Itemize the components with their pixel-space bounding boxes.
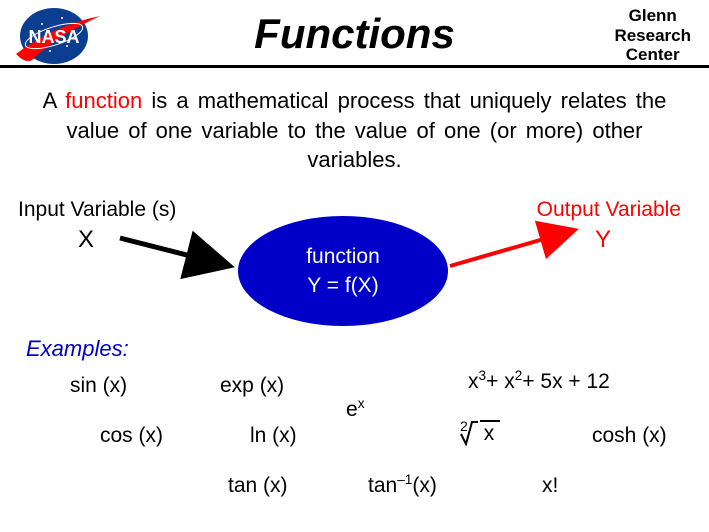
example-ln: ln (x): [250, 424, 297, 448]
center-label: Glenn Research Center: [614, 6, 691, 65]
example-e-base: e: [346, 398, 358, 421]
definition-rest: is a mathematical process that uniquely …: [67, 88, 667, 172]
header: NASA Functions Glenn Research Center: [0, 0, 709, 68]
example-exp: exp (x): [220, 374, 284, 398]
example-polynomial: x3+ x2+ 5x + 12: [468, 370, 610, 394]
output-arrow: [450, 230, 575, 266]
example-cos: cos (x): [100, 424, 163, 448]
ellipse-line1: function: [306, 242, 380, 271]
example-e-exp: x: [358, 396, 365, 411]
input-arrow: [120, 238, 230, 266]
output-label: Output Variable: [537, 198, 681, 222]
examples-label: Examples:: [26, 336, 129, 362]
example-sqrt: 2 x: [452, 420, 500, 449]
example-arctan: tan–1(x): [368, 474, 437, 498]
definition-text: A function is a mathematical process tha…: [35, 86, 675, 175]
nasa-logo: NASA: [12, 6, 102, 71]
example-sin: sin (x): [70, 374, 127, 398]
center-line3: Center: [614, 45, 691, 65]
ellipse-line2: Y = f(X): [307, 271, 378, 300]
function-ellipse: function Y = f(X): [238, 216, 448, 326]
example-tan: tan (x): [228, 474, 288, 498]
center-line1: Glenn: [614, 6, 691, 26]
center-line2: Research: [614, 26, 691, 46]
example-cosh: cosh (x): [592, 424, 667, 448]
definition-prefix: A: [43, 88, 66, 113]
sqrt-index: 2: [460, 418, 468, 434]
function-diagram: Input Variable (s) X function Y = f(X) O…: [0, 198, 709, 348]
definition-keyword: function: [65, 88, 142, 113]
nasa-logo-text: NASA: [28, 27, 79, 47]
sqrt-body: x: [480, 420, 501, 446]
example-e-to-x: ex: [346, 398, 365, 422]
page-title: Functions: [254, 10, 455, 58]
output-variable: Y: [595, 226, 611, 254]
example-factorial: x!: [542, 474, 558, 498]
